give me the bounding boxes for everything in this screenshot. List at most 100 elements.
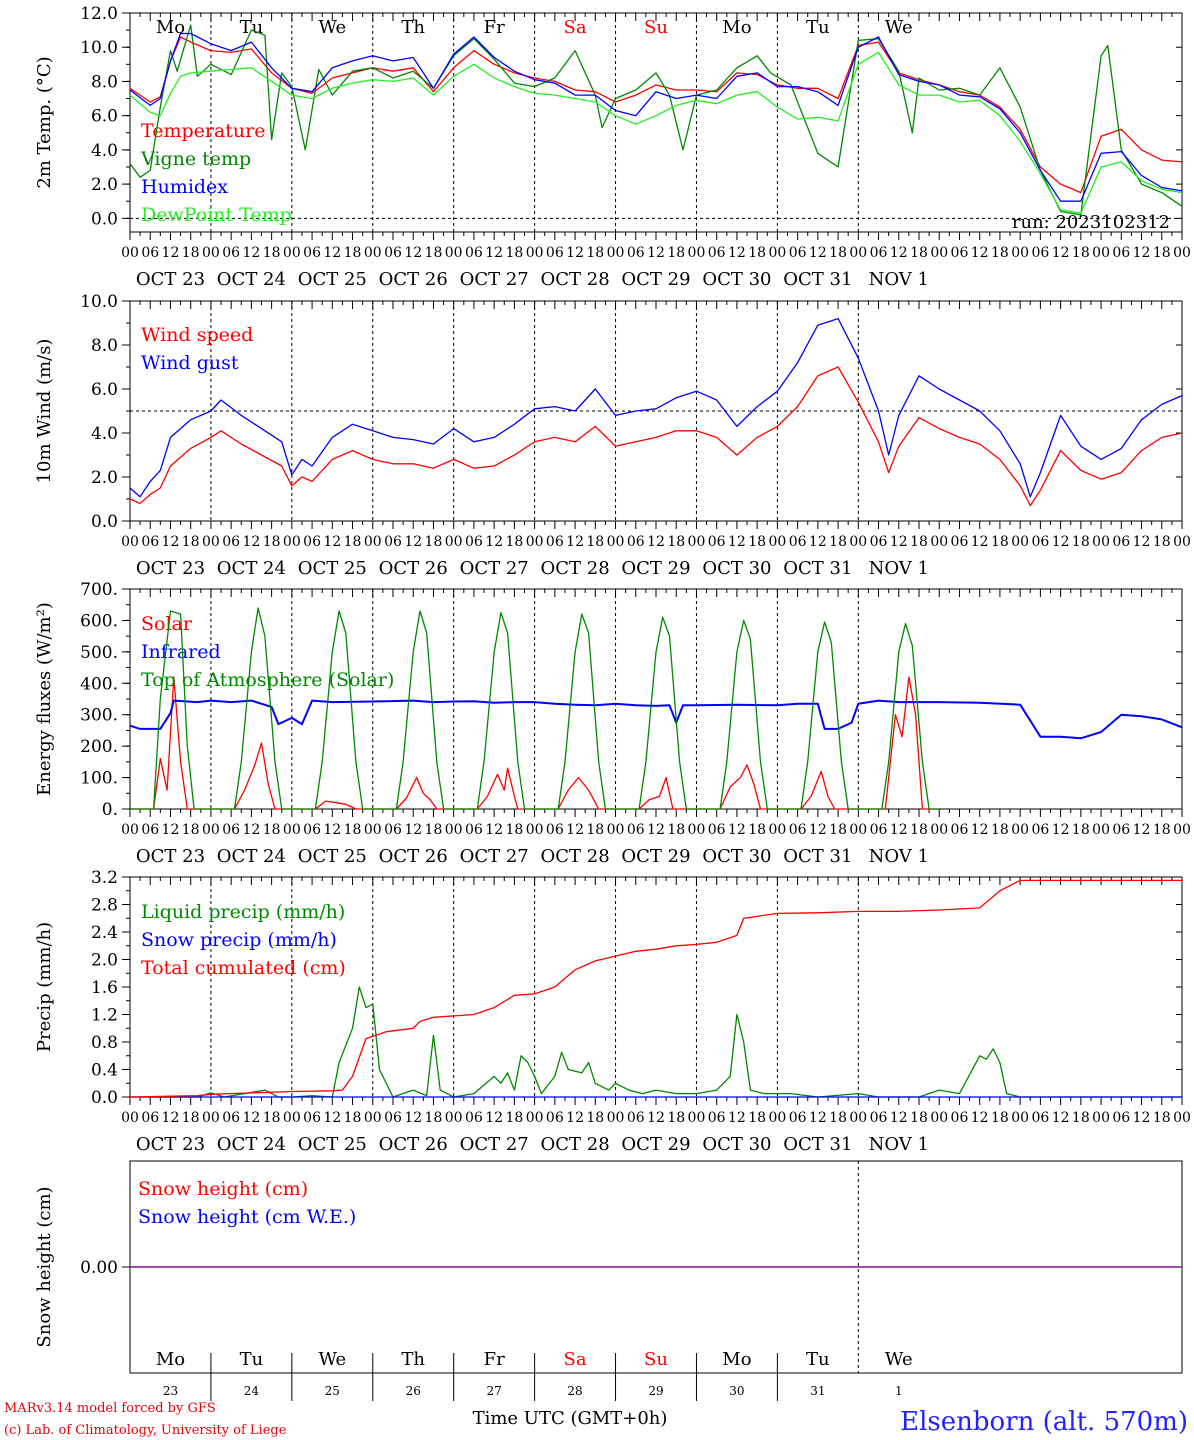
y-tick-label: 3.2 (91, 868, 118, 888)
date-label: NOV 1 (869, 846, 929, 867)
date-label: OCT 28 (540, 846, 609, 867)
hour-label: 00 (607, 534, 625, 550)
y-tick-label: 0.00 (80, 1258, 118, 1278)
date-label: OCT 25 (298, 558, 367, 579)
day-name: Mo (722, 1349, 751, 1370)
date-label: NOV 1 (869, 558, 929, 579)
hour-label: 00 (849, 245, 867, 261)
hour-label: 18 (586, 245, 604, 261)
hour-label: 06 (708, 245, 726, 261)
series-line-3 (130, 607, 940, 810)
hour-label: 00 (1092, 534, 1110, 550)
plot-frame (129, 12, 1183, 233)
date-label: OCT 27 (460, 846, 529, 867)
hour-label: 06 (951, 245, 969, 261)
hour-label: 12 (404, 1110, 422, 1126)
day-name: Mo (156, 1349, 185, 1370)
hour-label: 12 (728, 534, 746, 550)
footer-model: MARv3.14 model forced by GFS (4, 1401, 216, 1416)
hour-label: 12 (971, 534, 989, 550)
hour-label: 06 (1031, 245, 1049, 261)
hour-label: 18 (263, 1110, 281, 1126)
hour-label: 12 (809, 245, 827, 261)
series-line-1 (130, 986, 1182, 1098)
hour-label: 00 (283, 1110, 301, 1126)
date-label: OCT 27 (460, 269, 529, 290)
series-line-1 (129, 36, 1183, 194)
hour-label: 18 (182, 245, 200, 261)
hour-label: 12 (162, 534, 180, 550)
date-label: OCT 24 (217, 558, 286, 579)
y-tick-label: 4.0 (91, 424, 118, 444)
hour-label: 12 (1052, 1110, 1070, 1126)
hour-label: 00 (445, 1110, 463, 1126)
y-tick-label: 0.0 (91, 209, 118, 229)
hour-label: 12 (809, 822, 827, 838)
hour-label: 18 (263, 822, 281, 838)
hour-label: 18 (910, 1110, 928, 1126)
hour-label: 12 (162, 245, 180, 261)
date-label: NOV 1 (869, 1134, 929, 1155)
hour-label: 12 (890, 1110, 908, 1126)
hour-label: 06 (789, 822, 807, 838)
hour-label: 12 (404, 822, 422, 838)
date-label: OCT 26 (379, 846, 448, 867)
hour-label: 18 (1153, 534, 1171, 550)
hour-label: 06 (465, 822, 483, 838)
hour-label: 06 (870, 822, 888, 838)
hour-label: 12 (404, 245, 422, 261)
hour-label: 00 (283, 822, 301, 838)
hour-label: 18 (748, 1110, 766, 1126)
hour-label: 00 (364, 822, 382, 838)
y-tick-label: 0.0 (91, 1088, 118, 1108)
hour-label: 06 (708, 1110, 726, 1126)
hour-label: 00 (526, 245, 544, 261)
hour-label: 00 (1011, 245, 1029, 261)
day-name: Tu (240, 1349, 264, 1370)
hour-label: 06 (222, 534, 240, 550)
run-label: run: 2023102312 (1012, 212, 1170, 233)
hour-label: 12 (890, 245, 908, 261)
panels: 0.02.04.06.08.010.012.02m Temp. (°C)00 06… (34, 4, 1191, 1401)
hour-label: 18 (505, 534, 523, 550)
hour-label: 18 (991, 822, 1009, 838)
hour-label: 18 (748, 822, 766, 838)
hour-label: 18 (182, 822, 200, 838)
hour-label: 18 (748, 534, 766, 550)
hour-label: 18 (1153, 822, 1171, 838)
hour-label: 06 (789, 1110, 807, 1126)
y-axis-label: Snow height (cm) (34, 1186, 55, 1347)
hour-label: 06 (1031, 534, 1049, 550)
hour-label: 12 (242, 822, 260, 838)
legend-entry: Vigne temp (140, 148, 251, 170)
legend-entry: Liquid precip (mm/h) (141, 901, 345, 923)
hour-label: 12 (485, 1110, 503, 1126)
y-tick-label: 12.0 (80, 4, 118, 24)
hour-label: 06 (546, 822, 564, 838)
hour-label: 06 (1112, 534, 1130, 550)
date-label: OCT 25 (298, 1134, 367, 1155)
hour-label: 06 (789, 245, 807, 261)
hour-label: 12 (566, 1110, 584, 1126)
date-label: OCT 30 (702, 846, 771, 867)
hour-label: 06 (1112, 1110, 1130, 1126)
hour-label: 18 (910, 534, 928, 550)
y-tick-label: 2.8 (91, 896, 118, 916)
series-line-3 (129, 32, 1183, 202)
hour-label: 06 (1031, 1110, 1049, 1126)
hour-label: 00 (1092, 822, 1110, 838)
y-tick-label: 100. (80, 769, 118, 789)
hour-label: 00 (202, 822, 220, 838)
hour-label: 18 (1153, 1110, 1171, 1126)
hour-label: 18 (991, 1110, 1009, 1126)
hour-label: 06 (222, 245, 240, 261)
hour-label: 12 (242, 245, 260, 261)
hour-label: 06 (870, 245, 888, 261)
hour-label: 06 (141, 1110, 159, 1126)
hour-label: 18 (1072, 822, 1090, 838)
hour-label: 12 (890, 822, 908, 838)
time-axis-label: Time UTC (GMT+0h) (473, 1408, 668, 1429)
hour-label: 18 (1072, 1110, 1090, 1126)
date-label: OCT 24 (217, 269, 286, 290)
hour-label: 18 (910, 822, 928, 838)
